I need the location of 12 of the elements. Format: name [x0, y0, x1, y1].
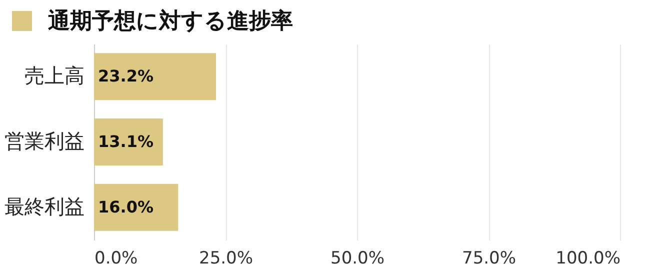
data-label: 23.2% [98, 66, 154, 86]
data-label: 13.1% [98, 132, 154, 151]
y-tick-label: 営業利益 [4, 129, 84, 153]
chart-title: 通期予想に対する進捗率 [48, 8, 293, 36]
data-label: 16.0% [98, 197, 154, 216]
y-tick-label: 最終利益 [4, 194, 84, 218]
x-tick-label: 0.0% [94, 248, 138, 268]
x-tick-label: 75.0% [462, 248, 516, 268]
x-tick-label: 25.0% [198, 248, 254, 268]
x-tick-label: 100.0% [556, 248, 620, 268]
x-tick-label: 50.0% [330, 248, 385, 268]
y-tick-label: 売上高 [24, 64, 84, 88]
